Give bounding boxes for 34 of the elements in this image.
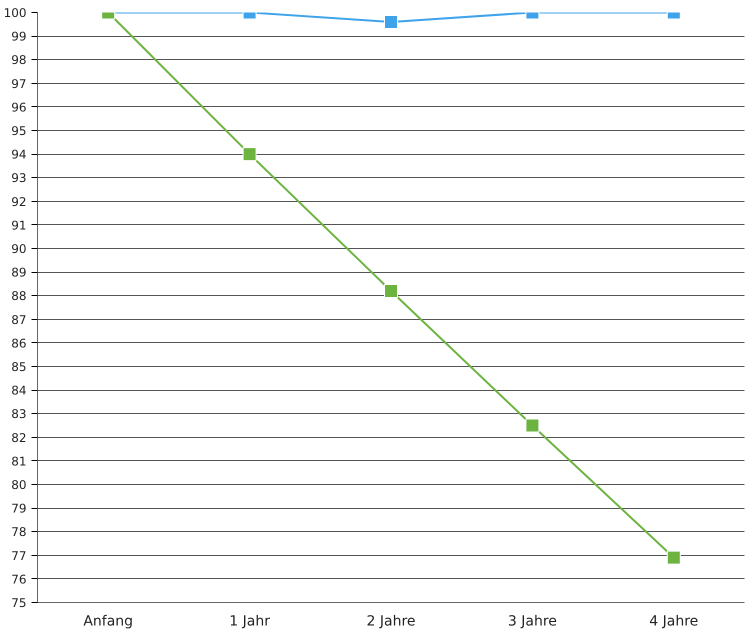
x-tick-label: 4 Jahre bbox=[649, 614, 698, 630]
y-tick-label: 89 bbox=[11, 266, 27, 280]
point bbox=[384, 284, 398, 298]
y-tick-label: 95 bbox=[11, 124, 27, 138]
y-tick-label: 86 bbox=[11, 336, 27, 350]
x-tick-label: Anfang bbox=[83, 614, 134, 630]
y-tick-label: 82 bbox=[11, 430, 27, 445]
y-tick-label: 77 bbox=[11, 548, 27, 563]
y-tick-label: 75 bbox=[11, 596, 27, 610]
y-tick-label: 88 bbox=[11, 289, 27, 304]
y-tick-label: 85 bbox=[11, 360, 27, 374]
y-tick-label: 84 bbox=[11, 384, 27, 398]
y-tick-label: 98 bbox=[11, 53, 27, 68]
point bbox=[525, 418, 540, 432]
y-tick-label: 94 bbox=[11, 148, 27, 162]
y-tick-label: 96 bbox=[11, 100, 27, 114]
x-tick-label: 3 Jahre bbox=[508, 614, 557, 630]
y-tick-label: 80 bbox=[11, 478, 27, 492]
y-tick-label: 91 bbox=[11, 218, 27, 232]
y-tick-label: 93 bbox=[11, 171, 27, 186]
y-tick-label: 90 bbox=[11, 242, 27, 256]
y-tick-label: 87 bbox=[11, 312, 27, 327]
x-tick-label: 1 Jahr bbox=[229, 614, 270, 630]
y-tick-label: 92 bbox=[11, 194, 27, 209]
y-tick-label: 100 bbox=[4, 6, 26, 20]
y-tick-label: 79 bbox=[11, 502, 27, 516]
x-tick-label: 2 Jahre bbox=[366, 614, 416, 630]
y-tick-label: 99 bbox=[11, 30, 27, 44]
y-tick-label: 97 bbox=[11, 76, 27, 91]
point bbox=[666, 550, 681, 565]
y-tick-label: 83 bbox=[11, 407, 27, 422]
y-tick-label: 81 bbox=[11, 454, 27, 468]
y-tick-label: 76 bbox=[11, 572, 27, 586]
y-tick-label: 78 bbox=[11, 525, 27, 540]
